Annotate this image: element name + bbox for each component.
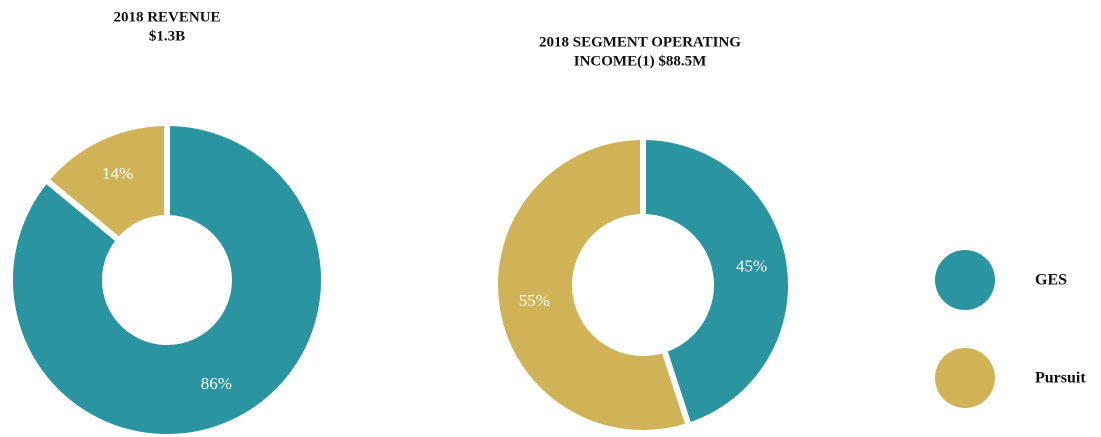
legend-swatch [935, 348, 995, 408]
legend-swatch [935, 250, 995, 310]
donut-slice [492, 133, 693, 436]
data-label: 55% [519, 291, 550, 310]
data-label: 86% [201, 374, 232, 393]
legend-label: Pursuit [1035, 370, 1086, 387]
chart-title: INCOME(1) $88.5M [574, 53, 706, 69]
chart-title: $1.3B [149, 28, 185, 44]
donut-slice [41, 119, 170, 245]
chart-title: 2018 SEGMENT OPERATING [539, 34, 741, 50]
legend-label: GES [1035, 272, 1067, 289]
donut-slice [7, 119, 327, 437]
chart-title: 2018 REVENUE [113, 9, 220, 25]
data-label: 14% [102, 164, 133, 183]
data-label: 45% [736, 257, 767, 276]
donut-slice [640, 133, 794, 430]
